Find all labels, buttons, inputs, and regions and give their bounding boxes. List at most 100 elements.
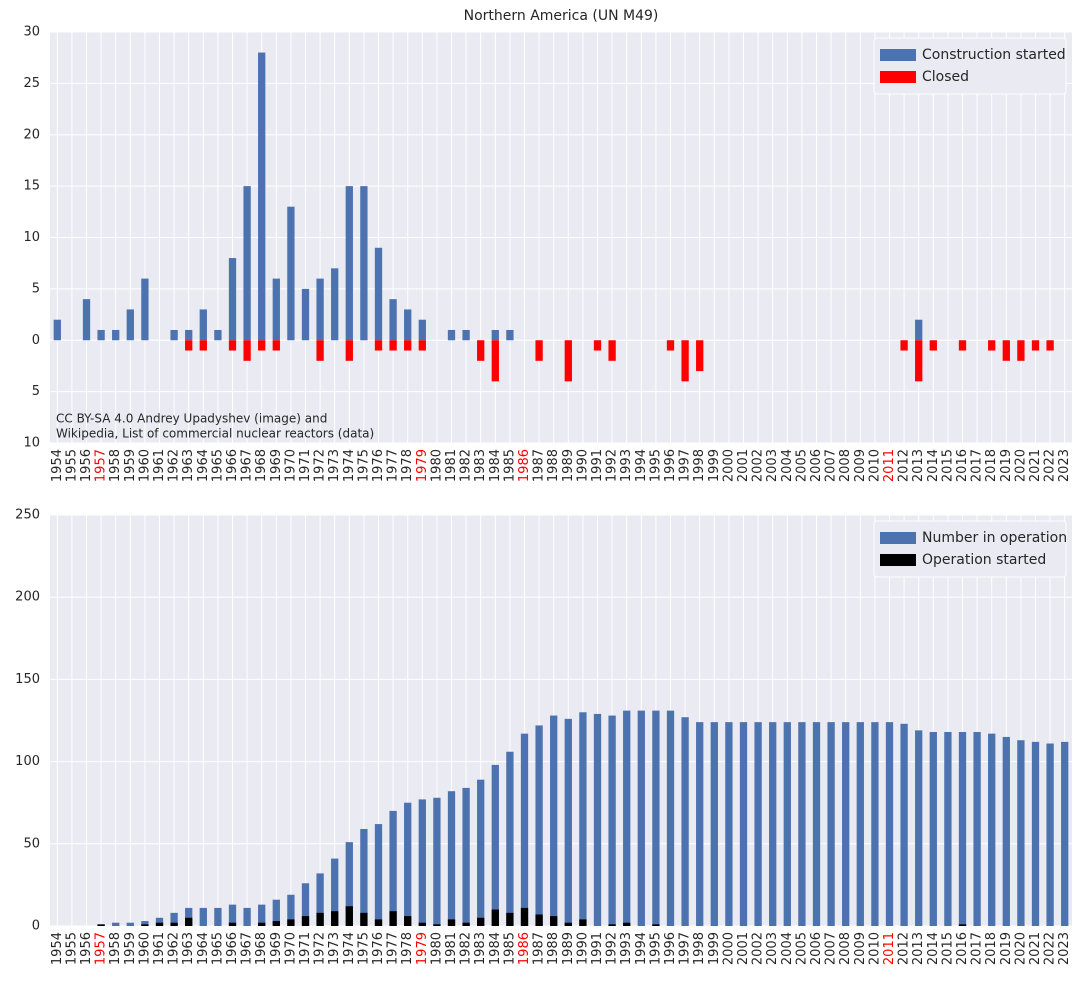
bar xyxy=(243,340,251,361)
bar xyxy=(666,710,675,926)
bar xyxy=(462,329,470,341)
x-tick-label: 1968 xyxy=(254,932,269,965)
x-tick-label: 1987 xyxy=(532,449,547,482)
bar xyxy=(243,186,251,341)
legend-swatch xyxy=(880,554,916,566)
bar xyxy=(491,329,499,341)
x-tick-label: 2008 xyxy=(838,932,853,965)
y-tick-label: 10 xyxy=(23,436,40,451)
x-tick-label: 1998 xyxy=(692,932,707,965)
x-tick-label: 1972 xyxy=(313,932,328,965)
y-tick-label: 100 xyxy=(15,754,40,769)
bar xyxy=(915,730,923,926)
bar xyxy=(608,924,616,926)
x-tick-label: 2010 xyxy=(867,449,882,482)
y-tick-label: 0 xyxy=(32,333,40,348)
bar xyxy=(243,907,251,926)
x-tick-label: 2004 xyxy=(780,932,795,965)
bar xyxy=(258,904,266,926)
bar xyxy=(126,922,134,926)
legend-swatch xyxy=(880,71,916,83)
x-tick-label: 1992 xyxy=(605,932,620,965)
bar xyxy=(345,186,353,341)
bar xyxy=(258,340,266,351)
x-tick-label: 1956 xyxy=(79,932,94,965)
bar xyxy=(360,912,368,926)
legend-box xyxy=(873,520,1067,578)
x-tick-label: 1954 xyxy=(50,449,65,482)
x-tick-label: 1976 xyxy=(371,449,386,482)
bar xyxy=(491,909,499,926)
bar xyxy=(506,751,514,926)
x-tick-label: 1989 xyxy=(561,932,576,965)
y-tick-label: 250 xyxy=(15,508,40,523)
x-tick-label: 1997 xyxy=(678,449,693,482)
bar xyxy=(550,715,558,926)
bar xyxy=(374,340,383,351)
bar xyxy=(389,911,397,926)
x-tick-label: 2009 xyxy=(853,449,868,482)
bar xyxy=(462,787,470,926)
x-tick-label: 1978 xyxy=(400,932,415,965)
bar xyxy=(579,712,587,926)
bar xyxy=(958,340,967,351)
y-tick-label: 5 xyxy=(32,384,40,399)
x-tick-label: 1958 xyxy=(108,449,123,482)
bar xyxy=(958,924,967,926)
x-tick-label: 1955 xyxy=(64,449,79,482)
x-tick-label: 2023 xyxy=(1057,932,1072,965)
x-tick-label: 1964 xyxy=(196,932,211,965)
x-tick-label: 1993 xyxy=(619,449,634,482)
bar xyxy=(900,723,908,926)
bar xyxy=(1017,340,1025,361)
y-tick-label: 150 xyxy=(15,672,40,687)
x-tick-label: 1967 xyxy=(240,932,255,965)
x-tick-label: 2012 xyxy=(897,932,912,965)
bar xyxy=(316,873,324,926)
bar xyxy=(170,912,178,926)
bar xyxy=(666,340,675,351)
bar xyxy=(564,340,572,382)
x-tick-label: 1965 xyxy=(210,449,225,482)
x-tick-label: 2016 xyxy=(955,449,970,482)
bar xyxy=(447,329,456,341)
bar xyxy=(228,340,237,351)
bar xyxy=(564,922,572,926)
x-tick-label: 2009 xyxy=(853,932,868,965)
x-tick-label: 1979 xyxy=(415,932,430,965)
bar xyxy=(287,919,295,926)
x-tick-label: 1962 xyxy=(167,932,182,965)
x-tick-label: 1984 xyxy=(488,932,503,965)
bar xyxy=(520,907,529,926)
bar xyxy=(579,919,587,926)
bar xyxy=(345,906,353,926)
x-tick-label: 1968 xyxy=(254,449,269,482)
bar xyxy=(1046,743,1054,926)
bar xyxy=(798,722,806,926)
bar xyxy=(155,917,164,926)
x-tick-label: 2005 xyxy=(794,449,809,482)
bar xyxy=(272,278,280,341)
x-tick-label: 1956 xyxy=(79,449,94,482)
bar xyxy=(915,340,923,382)
bar xyxy=(185,907,193,926)
bar xyxy=(652,710,660,926)
x-tick-label: 1986 xyxy=(517,449,532,482)
bar xyxy=(550,916,558,926)
annotation: CC BY-SA 4.0 Andrey Upadyshev (image) an… xyxy=(56,412,327,426)
x-tick-label: 1977 xyxy=(386,449,401,482)
x-tick-label: 1998 xyxy=(692,449,707,482)
bar xyxy=(404,916,412,926)
bar xyxy=(623,710,631,926)
bar xyxy=(564,718,572,926)
bar xyxy=(345,340,353,361)
x-tick-label: 2000 xyxy=(721,449,736,482)
bar xyxy=(141,924,149,926)
x-tick-label: 1995 xyxy=(648,932,663,965)
x-tick-label: 2018 xyxy=(984,449,999,482)
bar xyxy=(1046,340,1054,351)
x-tick-label: 1962 xyxy=(167,449,182,482)
bar xyxy=(491,764,499,926)
bar xyxy=(535,340,543,361)
